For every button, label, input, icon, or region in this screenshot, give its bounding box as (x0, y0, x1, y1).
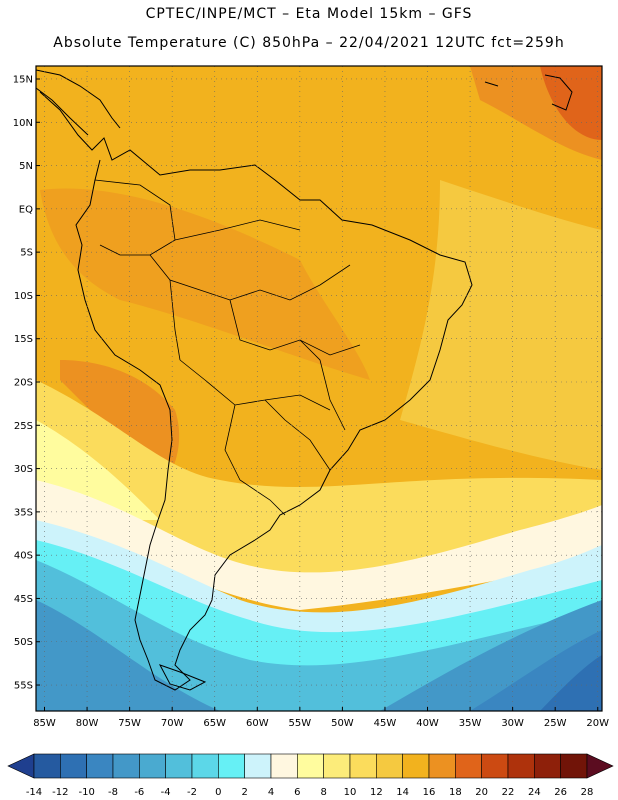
country-borders (94, 179, 361, 516)
latitude-labels: 15N 10N 5N EQ 5S 10S 15S 20S 25S 30S 35S 40S 45S 50S 5… (13, 74, 40, 692)
field-mid-yellow (36, 380, 602, 580)
colorbar-swatch (349, 753, 377, 779)
longitude-labels: 85W 80W 75W 70W 65W 60W 55W 50W 45W 40W 35W 30W 25W 2… (33, 707, 609, 729)
colorbar-swatch (244, 753, 272, 779)
colorbar-high-arrow (586, 753, 614, 779)
colorbar-tick-label: 10 (344, 787, 357, 798)
colorbar-swatch (270, 753, 298, 779)
field-cream-band (36, 480, 602, 610)
colorbar-tick-label: 4 (268, 787, 274, 798)
field-continental-warm (40, 188, 370, 380)
field-ne-hot (540, 66, 602, 140)
lon-label: 65W (203, 718, 226, 729)
colorbar-tick-label: -8 (108, 787, 118, 798)
central-america-coast (36, 69, 121, 136)
colorbar-swatch (60, 753, 87, 779)
lon-label: 60W (246, 718, 269, 729)
lat-label: 5S (20, 248, 33, 259)
lon-label: 35W (459, 718, 482, 729)
colorbar-tick-label: 18 (449, 787, 462, 798)
colorbar-swatch (191, 753, 219, 779)
lat-label: 40S (14, 551, 33, 562)
lon-label: 45W (374, 718, 397, 729)
lat-label: 45S (14, 594, 33, 605)
colorbar-low-arrow (7, 753, 35, 779)
colorbar-tick-label: -2 (187, 787, 197, 798)
tierra-del-fuego (158, 664, 207, 691)
colorbar-tick-label: 6 (294, 787, 300, 798)
lon-label: 30W (501, 718, 524, 729)
lon-label: 55W (289, 718, 312, 729)
colorbar-tick-label: 20 (475, 787, 488, 798)
colorbar-tick-label: 22 (502, 787, 515, 798)
colorbar-tick-label: 24 (528, 787, 541, 798)
colorbar-tick-label: 14 (396, 787, 409, 798)
colorbar (7, 753, 614, 779)
colorbar-tick-label: -14 (26, 787, 42, 798)
lat-label: 30S (14, 464, 33, 475)
map-frame (35, 65, 603, 712)
lon-label: 20W (586, 718, 609, 729)
colorbar-swatch (560, 753, 588, 779)
lat-label: 25S (14, 421, 33, 432)
colorbar-tick-label: 8 (320, 787, 326, 798)
south-america-coast (39, 91, 473, 691)
title-line-1: CPTEC/INPE/MCT – Eta Model 15km – GFS (145, 6, 473, 22)
lon-label: 70W (161, 718, 184, 729)
colorbar-swatch (112, 753, 140, 779)
lat-label: 15S (14, 334, 33, 345)
title-line-2: Absolute Temperature (C) 850hPa – 22/04/… (53, 35, 565, 51)
lat-label: 55S (14, 681, 33, 692)
colorbar-swatch (402, 753, 430, 779)
coastlines (36, 69, 573, 691)
field-blue-sw (36, 600, 220, 711)
lat-label: 15N (13, 74, 33, 85)
colorbar-tick-label: -12 (52, 787, 68, 798)
colorbar-swatch (165, 753, 193, 779)
colorbar-tick-label: -6 (134, 787, 144, 798)
colorbar-tick-label: 16 (423, 787, 436, 798)
lat-label: 20S (14, 378, 33, 389)
colorbar-swatch (33, 753, 61, 779)
colorbar-swatch (86, 753, 114, 779)
colorbar-swatch (139, 753, 166, 779)
colorbar-swatch (481, 753, 509, 779)
lon-label: 40W (416, 718, 439, 729)
colorbar-swatch (218, 753, 245, 779)
colorbar-swatch (534, 753, 561, 779)
lon-label: 50W (331, 718, 354, 729)
lon-label: 85W (33, 718, 56, 729)
lat-label: 50S (14, 637, 33, 648)
colorbar-swatch (455, 753, 482, 779)
lat-label: 5N (19, 161, 33, 172)
colorbar-tick-label: 26 (554, 787, 567, 798)
colorbar-swatch (428, 753, 456, 779)
colorbar-tick-label: -4 (161, 787, 171, 798)
colorbar-tick-label: 12 (370, 787, 383, 798)
colorbar-swatch (376, 753, 403, 779)
temperature-field (36, 66, 602, 711)
colorbar-swatch (323, 753, 351, 779)
colorbar-tick-label: 0 (215, 787, 221, 798)
lon-label: 80W (76, 718, 99, 729)
field-atlantic-band (400, 180, 602, 470)
lat-label: 10N (13, 118, 33, 129)
colorbar-labels: -14 -12 -10 -8 -6 -4 -2 0 2 4 6 8 10 12 14 16 18 20 22 24 26… (26, 787, 594, 798)
lat-label: EQ (19, 204, 33, 215)
lat-label: 10S (14, 291, 33, 302)
colorbar-tick-label: -10 (78, 787, 94, 798)
colorbar-tick-label: 28 (581, 787, 594, 798)
field-blue-deepest (540, 655, 602, 711)
lon-label: 25W (544, 718, 567, 729)
lat-label: 35S (14, 507, 33, 518)
colorbar-tick-label: 2 (241, 787, 247, 798)
lon-label: 75W (118, 718, 141, 729)
colorbar-swatch (297, 753, 324, 779)
colorbar-swatch (507, 753, 535, 779)
